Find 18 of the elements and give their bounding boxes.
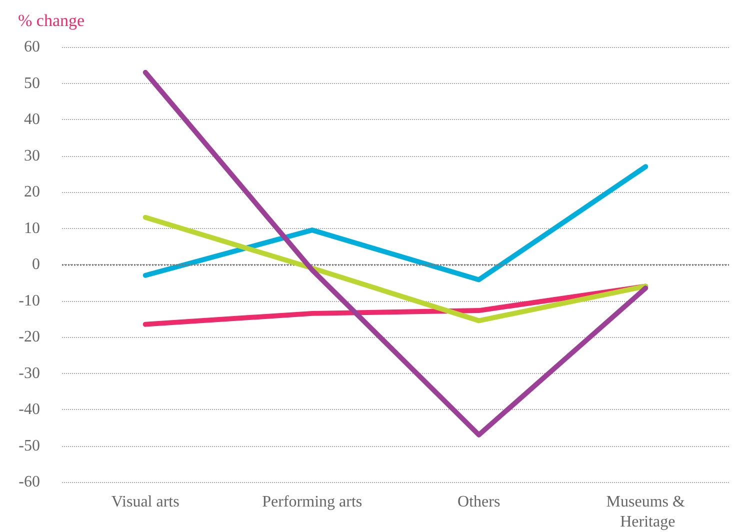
- y-tick-label: -50: [18, 437, 40, 454]
- y-tick-label: -10: [18, 292, 40, 310]
- x-tick-label: Visual arts: [111, 494, 180, 510]
- y-tick-label: 10: [24, 220, 40, 237]
- y-axis-title: % change: [18, 11, 85, 30]
- y-tick-label: 50: [24, 74, 40, 92]
- y-tick-label: -60: [18, 474, 40, 490]
- y-tick-label: -30: [18, 364, 40, 382]
- x-tick-label: Museums & Heritage: [606, 494, 686, 530]
- y-tick-label: -20: [18, 328, 40, 346]
- y-tick-label: -40: [18, 401, 40, 418]
- y-tick-label: 60: [24, 38, 40, 56]
- y-tick-label: 20: [24, 184, 40, 200]
- x-tick-label: Performing arts: [262, 494, 362, 510]
- y-tick-label: 0: [32, 256, 40, 273]
- x-tick-label: Others: [458, 494, 500, 510]
- y-tick-label: 40: [24, 111, 40, 128]
- y-tick-label: 30: [24, 147, 40, 164]
